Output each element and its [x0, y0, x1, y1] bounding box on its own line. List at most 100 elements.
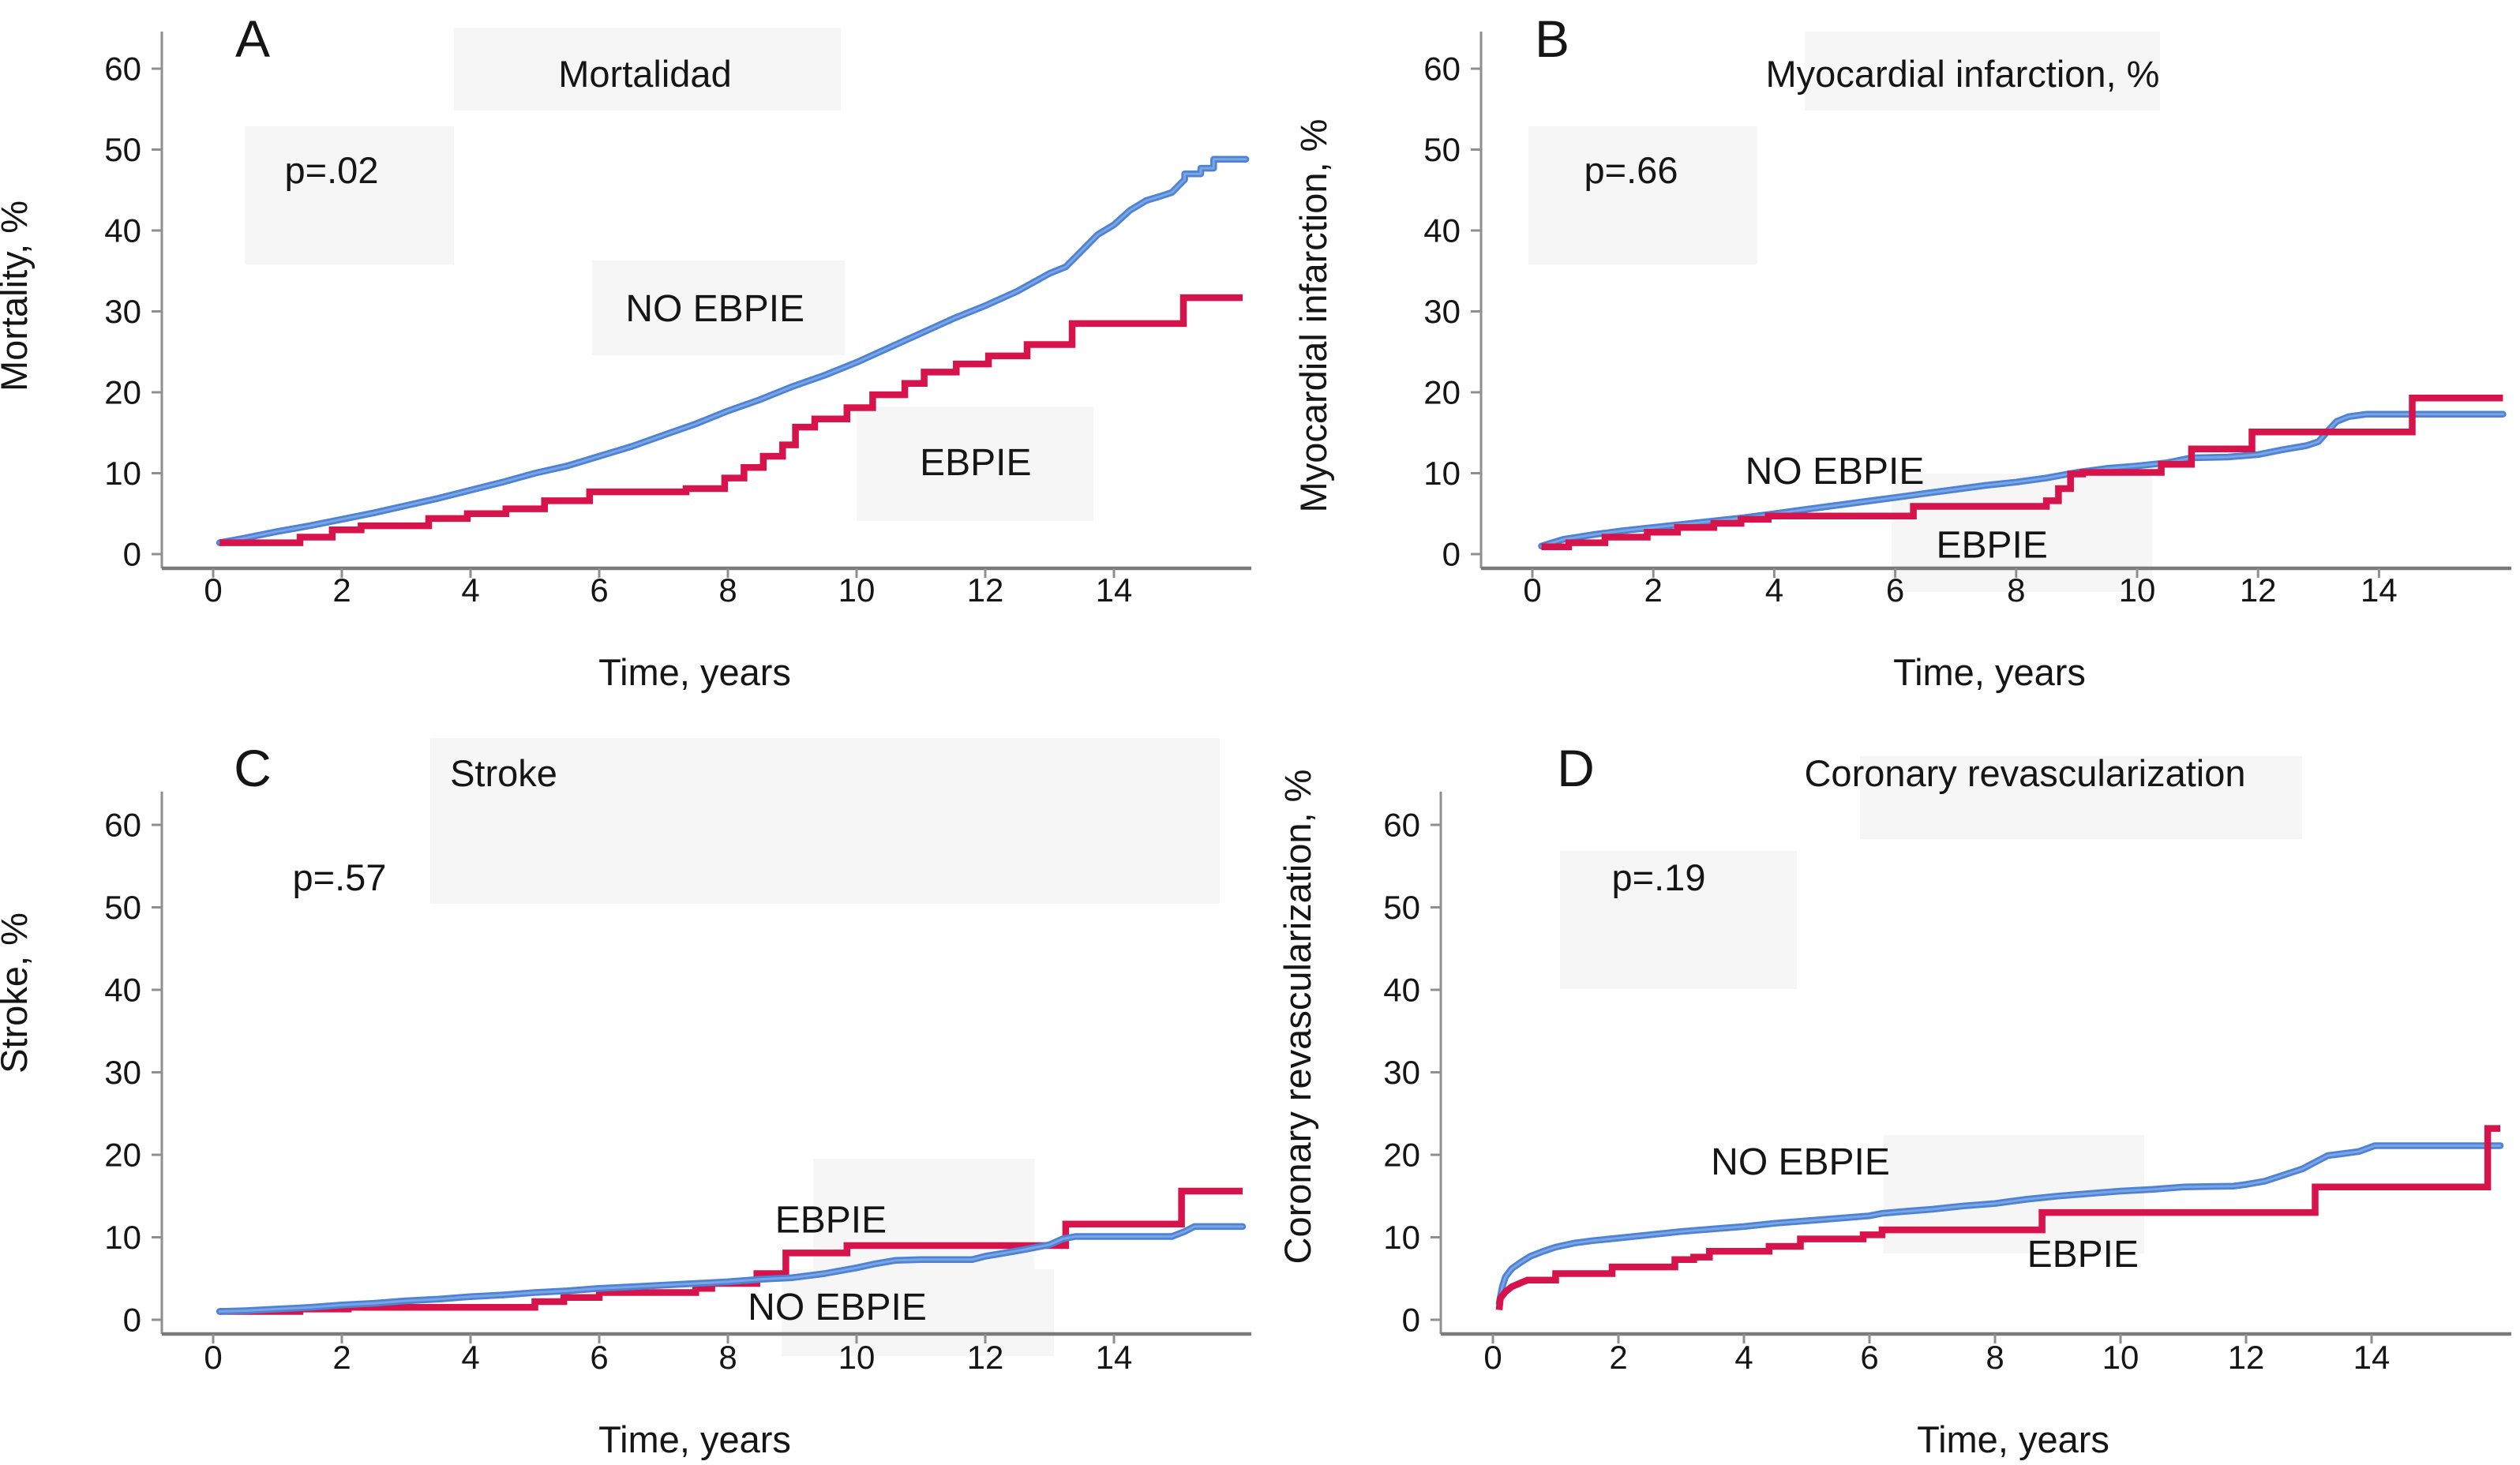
p-value-label: p=.57 [293, 856, 387, 898]
panel-d-chart: 0 10 20 30 40 50 60 0 2 4 6 8 10 12 14 NO EBPIE EBPIE D Co… [1277, 739, 2511, 1460]
x-tick-label: 8 [1986, 1339, 2004, 1376]
x-tick-label: 14 [1096, 1339, 1133, 1376]
x-tick-label: 0 [1523, 571, 1541, 609]
x-tick-label: 4 [461, 571, 479, 609]
y-axis-title: Mortality, % [0, 200, 35, 392]
label-backdrop [430, 738, 1220, 904]
x-tick-label: 10 [2119, 571, 2156, 609]
panel-title: Coronary revascularization [1804, 752, 2245, 794]
series-line-ebpie [219, 1187, 1243, 1315]
y-tick-label: 30 [104, 1054, 141, 1091]
y-tick-label: 20 [104, 374, 141, 411]
y-tick-label: 0 [123, 536, 141, 573]
series-label-no-ebpie: NO EBPIE [625, 288, 804, 330]
label-backdrop [245, 126, 454, 264]
y-tick-label: 40 [1383, 972, 1420, 1009]
x-tick-label: 12 [967, 571, 1004, 609]
y-axis-title: Myocardial infarction, % [1292, 119, 1334, 513]
y-tick-label: 50 [104, 131, 141, 168]
x-tick-label: 0 [204, 1339, 222, 1376]
x-tick-label: 6 [590, 571, 608, 609]
panel-c-stroke: 0 10 20 30 40 50 60 0 2 4 6 8 10 12 14 EBPIE NO EBPIE C St… [0, 732, 1260, 1465]
panel-letter: B [1535, 9, 1569, 68]
x-tick-label: 14 [2361, 571, 2398, 609]
y-tick-label: 60 [1423, 51, 1461, 88]
panel-c-chart: 0 10 20 30 40 50 60 0 2 4 6 8 10 12 14 EBPIE NO EBPIE C St… [0, 738, 1251, 1460]
panel-letter: C [234, 739, 272, 797]
label-backdrop [1560, 851, 1797, 989]
series-line-no-ebpie-highlight [1540, 413, 2504, 548]
y-tick-label: 60 [104, 807, 141, 844]
panel-a-mortality: 0 10 20 30 40 50 60 0 2 4 6 8 10 12 14 NO EBPIE EBPIE A Mo… [0, 0, 1260, 732]
series-label-no-ebpie: NO EBPIE [748, 1287, 927, 1328]
x-tick-label: 2 [1644, 571, 1663, 609]
series-label-ebpie: EBPIE [775, 1199, 887, 1241]
y-tick-label: 20 [104, 1137, 141, 1174]
x-tick-label: 10 [838, 1339, 876, 1376]
p-value-label: p=.19 [1612, 856, 1706, 898]
series-label-no-ebpie: NO EBPIE [1711, 1141, 1890, 1183]
y-tick-label: 0 [1442, 536, 1461, 573]
x-tick-label: 8 [2007, 571, 2025, 609]
label-backdrop [857, 407, 1093, 521]
panel-b-myocardial-infarction: 0 10 20 30 40 50 60 0 2 4 6 8 10 12 14 NO EBPIE EBPIE B My… [1260, 0, 2520, 732]
label-backdrop [1860, 756, 2302, 839]
y-tick-label: 50 [104, 889, 141, 926]
x-tick-label: 2 [1609, 1339, 1627, 1376]
y-tick-label: 0 [1402, 1302, 1420, 1339]
x-axis-title: Time, years [1917, 1418, 2109, 1460]
label-backdrop [454, 28, 841, 111]
y-tick-label: 30 [104, 293, 141, 330]
series-label-no-ebpie: NO EBPIE [1746, 451, 1925, 493]
x-tick-label: 4 [1734, 1339, 1753, 1376]
p-value-label: p=.66 [1584, 149, 1678, 191]
series-line-no-ebpie-highlight [218, 1225, 1244, 1313]
x-tick-label: 0 [204, 571, 222, 609]
y-tick-label: 60 [104, 51, 141, 88]
y-axis-title: Stroke, % [0, 912, 35, 1073]
y-tick-label: 40 [1423, 212, 1461, 249]
series-line-ebpie [1541, 394, 2503, 551]
series-line-no-ebpie-highlight [218, 158, 1247, 545]
x-axis-title: Time, years [598, 651, 791, 693]
x-axis-title: Time, years [598, 1418, 791, 1460]
y-tick-label: 40 [104, 972, 141, 1009]
y-tick-label: 10 [1383, 1219, 1420, 1256]
panel-title: Mortalidad [558, 53, 731, 95]
x-tick-label: 0 [1483, 1339, 1502, 1376]
series-line-no-ebpie [216, 1223, 1247, 1315]
label-backdrop [1805, 32, 2160, 111]
y-tick-label: 20 [1383, 1137, 1420, 1174]
series-label-ebpie: EBPIE [920, 442, 1031, 484]
y-tick-label: 10 [104, 455, 141, 492]
x-tick-label: 2 [332, 1339, 351, 1376]
x-tick-label: 6 [590, 1339, 608, 1376]
y-tick-label: 60 [1383, 807, 1420, 844]
y-tick-label: 10 [1423, 455, 1461, 492]
series-label-ebpie: EBPIE [2027, 1234, 2139, 1276]
y-tick-label: 40 [104, 212, 141, 249]
y-tick-label: 20 [1423, 374, 1461, 411]
panel-letter: A [235, 9, 270, 68]
label-backdrop [1528, 126, 1757, 264]
y-tick-label: 50 [1423, 131, 1461, 168]
x-tick-label: 8 [718, 571, 737, 609]
series-line-ebpie [219, 294, 1243, 546]
panel-title: Stroke [450, 752, 557, 794]
y-tick-label: 30 [1423, 293, 1461, 330]
y-tick-label: 50 [1383, 889, 1420, 926]
x-tick-label: 4 [461, 1339, 479, 1376]
x-tick-label: 2 [332, 571, 351, 609]
y-tick-label: 10 [104, 1219, 141, 1256]
panel-letter: D [1557, 739, 1595, 797]
p-value-label: p=.02 [285, 149, 379, 191]
label-backdrop [592, 260, 845, 355]
x-tick-label: 10 [838, 571, 876, 609]
x-tick-label: 12 [967, 1339, 1004, 1376]
x-tick-label: 4 [1765, 571, 1783, 609]
x-tick-label: 12 [2228, 1339, 2265, 1376]
x-tick-label: 12 [2240, 571, 2277, 609]
series-line-no-ebpie-highlight [1498, 1145, 2502, 1305]
x-tick-label: 10 [2102, 1339, 2139, 1376]
